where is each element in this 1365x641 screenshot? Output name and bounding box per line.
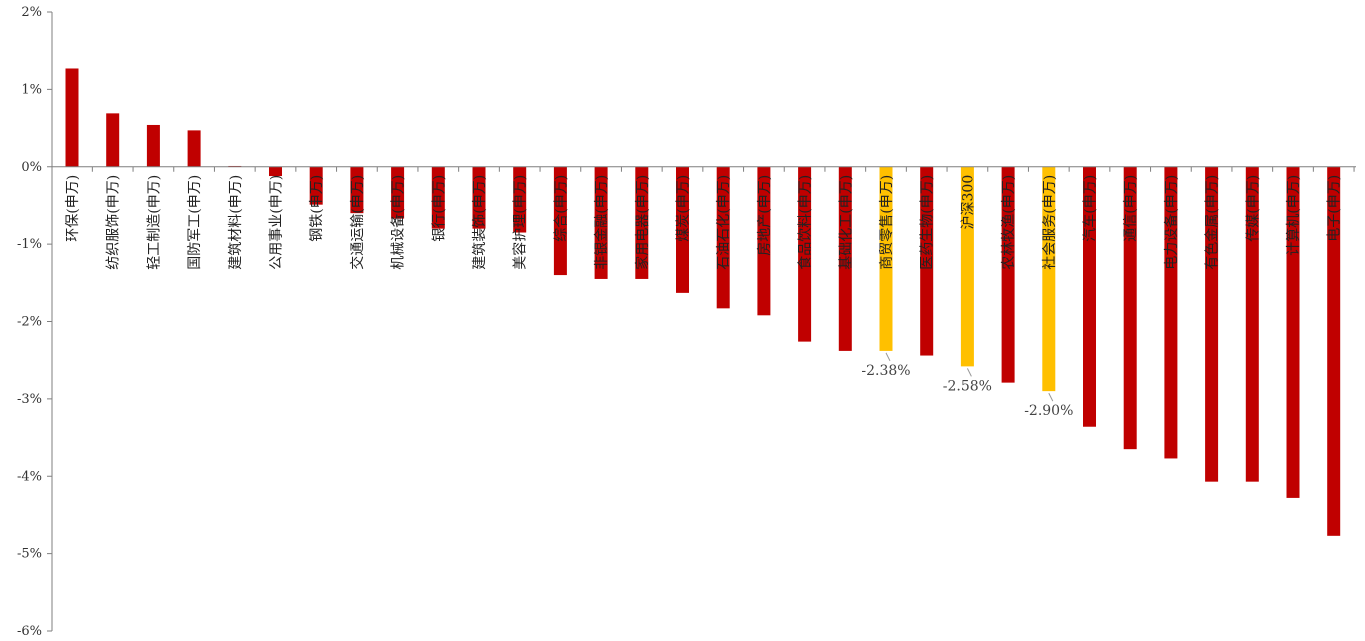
y-tick-label: 2% bbox=[21, 5, 42, 20]
data-label: -2.38% bbox=[861, 363, 910, 379]
category-label: 食品饮料(申万) bbox=[797, 175, 814, 270]
annotation-leader bbox=[1049, 393, 1053, 401]
category-label: 机械设备(申万) bbox=[390, 175, 407, 270]
bar bbox=[66, 68, 79, 166]
category-label: 煤炭(申万) bbox=[676, 175, 692, 242]
category-label: 沪深300 bbox=[960, 175, 976, 230]
annotation-leader bbox=[967, 368, 971, 376]
category-label: 钢铁(申万) bbox=[309, 175, 325, 242]
bar bbox=[147, 125, 160, 167]
x-axis bbox=[52, 167, 1356, 172]
bar bbox=[269, 167, 282, 176]
category-label: 建筑材料(申万) bbox=[228, 175, 244, 270]
data-label: -2.58% bbox=[943, 378, 992, 394]
y-axis: 2% 1% 0% -1% -2% -3% -4% -5% -6% bbox=[17, 5, 52, 639]
category-label: 通信(申万) bbox=[1123, 175, 1139, 242]
category-label: 汽车(申万) bbox=[1082, 175, 1099, 242]
y-tick-label: -2% bbox=[17, 315, 42, 330]
category-label: 传媒(申万) bbox=[1245, 175, 1261, 242]
y-tick-label: 0% bbox=[21, 160, 42, 175]
category-label: 有色金属(申万) bbox=[1204, 175, 1221, 270]
category-label: 非银金融(申万) bbox=[594, 175, 610, 270]
category-label: 美容护理(申万) bbox=[512, 175, 529, 270]
annotation-leader bbox=[886, 353, 890, 361]
category-label: 纺织服饰(申万) bbox=[106, 175, 122, 270]
y-tick-label: -4% bbox=[17, 469, 42, 484]
category-label: 银行(申万) bbox=[431, 175, 447, 242]
data-label: -2.90% bbox=[1024, 403, 1073, 419]
category-labels: 环保(申万) 纺织服饰(申万) 轻工制造(申万) 国防军工(申万) 建筑材料(申万) 公用… bbox=[65, 175, 1343, 270]
category-label: 房地产(申万) bbox=[757, 175, 773, 256]
bars-group bbox=[66, 68, 1341, 535]
bar bbox=[188, 130, 201, 166]
y-tick-label: 1% bbox=[21, 82, 42, 97]
category-label: 电子(申万) bbox=[1327, 175, 1343, 242]
y-tick-label: -5% bbox=[17, 547, 42, 562]
category-label: 社会服务(申万) bbox=[1042, 175, 1058, 270]
category-label: 交通运输(申万) bbox=[349, 175, 366, 270]
category-label: 基础化工(申万) bbox=[837, 175, 854, 270]
category-label: 商贸零售(申万) bbox=[879, 175, 895, 270]
category-label: 电力设备(申万) bbox=[1163, 175, 1180, 270]
y-tick-label: -3% bbox=[17, 392, 42, 407]
category-label: 家用电器(申万) bbox=[634, 175, 651, 270]
bar bbox=[106, 113, 119, 166]
category-label: 公用事业(申万) bbox=[269, 175, 285, 270]
category-label: 轻工制造(申万) bbox=[146, 175, 162, 270]
category-label: 建筑装饰(申万) bbox=[472, 175, 488, 270]
category-label: 综合(申万) bbox=[553, 175, 569, 242]
category-label: 计算机(申万) bbox=[1286, 175, 1302, 256]
y-tick-label: -1% bbox=[17, 237, 42, 252]
y-tick-label: -6% bbox=[17, 624, 42, 639]
category-label: 农林牧渔(申万) bbox=[1001, 175, 1017, 270]
category-label: 国防军工(申万) bbox=[187, 175, 203, 270]
category-label: 医药生物(申万) bbox=[920, 175, 936, 270]
category-label: 石油石化(申万) bbox=[716, 175, 732, 270]
category-label: 环保(申万) bbox=[65, 175, 81, 242]
